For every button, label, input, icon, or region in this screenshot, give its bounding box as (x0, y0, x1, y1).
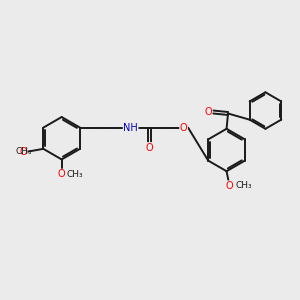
Text: O: O (146, 142, 154, 153)
Text: CH₃: CH₃ (67, 169, 84, 178)
Text: O: O (204, 107, 212, 117)
Text: CH₃: CH₃ (16, 147, 32, 156)
Text: O: O (20, 147, 27, 157)
Text: NH: NH (123, 123, 138, 133)
Text: O: O (180, 123, 188, 133)
Text: CH₃: CH₃ (236, 182, 252, 190)
Text: O: O (58, 169, 65, 179)
Text: O: O (226, 181, 233, 191)
